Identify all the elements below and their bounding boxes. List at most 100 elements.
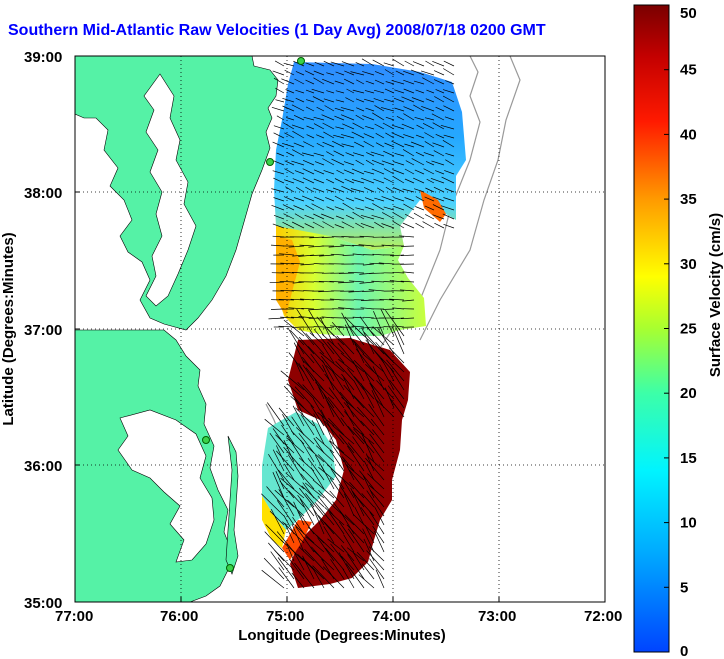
velocity-arrow bbox=[372, 429, 385, 445]
velocity-arrow bbox=[268, 454, 285, 481]
velocity-arrow bbox=[425, 60, 435, 67]
velocity-arrow bbox=[442, 213, 455, 220]
velocity-arrow bbox=[264, 531, 285, 553]
velocity-arrow bbox=[295, 526, 315, 553]
velocity-arrow bbox=[374, 89, 385, 94]
velocity-arrow bbox=[383, 281, 395, 283]
velocity-arrow bbox=[284, 132, 295, 139]
velocity-arrow bbox=[359, 470, 375, 490]
velocity-arrow bbox=[323, 170, 335, 175]
velocity-arrow bbox=[327, 341, 345, 364]
velocity-arrow bbox=[313, 398, 325, 418]
velocity-arrow bbox=[325, 547, 345, 571]
velocity-arrow bbox=[286, 435, 305, 463]
velocity-arrow bbox=[424, 196, 435, 202]
velocity-arrow bbox=[298, 316, 315, 319]
velocity-arrow bbox=[345, 563, 365, 589]
velocity-arrow bbox=[380, 349, 405, 373]
velocity-arrow bbox=[269, 281, 285, 284]
velocity-arrow bbox=[365, 80, 375, 85]
velocity-arrow bbox=[304, 214, 315, 220]
velocity-arrow bbox=[369, 558, 385, 580]
colorbar-tick-label: 30 bbox=[680, 256, 697, 273]
velocity-arrow bbox=[293, 205, 305, 211]
velocity-arrow bbox=[296, 187, 305, 193]
x-tick-label: 74:00 bbox=[372, 608, 410, 625]
velocity-arrow bbox=[293, 114, 305, 121]
velocity-arrow bbox=[306, 134, 315, 139]
velocity-arrow bbox=[286, 383, 305, 400]
velocity-arrow bbox=[342, 568, 355, 589]
velocity-arrow bbox=[334, 206, 345, 211]
velocity-arrow bbox=[326, 189, 335, 193]
velocity-arrow bbox=[413, 177, 425, 184]
colorbar-label: Surface Velocity (cm/s) bbox=[707, 213, 724, 377]
velocity-arrow bbox=[279, 253, 295, 256]
velocity-arrow bbox=[443, 68, 455, 76]
velocity-arrow bbox=[312, 506, 325, 535]
velocity-arrow bbox=[385, 186, 395, 193]
velocity-arrow bbox=[286, 151, 295, 157]
velocity-arrow bbox=[369, 511, 385, 535]
velocity-arrow bbox=[305, 79, 315, 85]
velocity-arrow bbox=[292, 281, 305, 284]
velocity-arrow bbox=[304, 70, 315, 76]
velocity-arrow bbox=[394, 89, 405, 94]
station-marker bbox=[266, 158, 274, 166]
velocity-arrow bbox=[337, 342, 355, 364]
velocity-arrow bbox=[432, 60, 445, 67]
velocity-arrow bbox=[282, 97, 295, 103]
velocity-arrow bbox=[404, 168, 415, 175]
velocity-arrow bbox=[362, 71, 375, 76]
velocity-arrow bbox=[306, 125, 315, 130]
velocity-arrow bbox=[359, 235, 375, 238]
velocity-arrow bbox=[318, 386, 335, 409]
velocity-arrow bbox=[344, 411, 365, 436]
velocity-arrow bbox=[396, 115, 405, 121]
velocity-arrow bbox=[381, 196, 395, 202]
velocity-arrow bbox=[305, 186, 315, 193]
velocity-arrow bbox=[300, 473, 315, 490]
velocity-arrow bbox=[404, 213, 415, 220]
velocity-arrow bbox=[363, 187, 375, 193]
velocity-arrow bbox=[341, 134, 355, 139]
velocity-arrow bbox=[402, 149, 415, 157]
velocity-arrow bbox=[312, 565, 335, 589]
velocity-arrow bbox=[349, 481, 365, 499]
velocity-arrow bbox=[400, 254, 415, 257]
velocity-arrow bbox=[355, 207, 365, 211]
velocity-arrow bbox=[322, 566, 345, 589]
velocity-arrow bbox=[392, 169, 405, 175]
velocity-arrow bbox=[321, 236, 335, 238]
velocity-arrow bbox=[355, 62, 365, 67]
velocity-arrow bbox=[288, 307, 305, 310]
velocity-arrow bbox=[400, 317, 415, 320]
colorbar-tick-label: 50 bbox=[680, 5, 697, 22]
velocity-arrow bbox=[341, 221, 355, 229]
velocity-arrow bbox=[391, 317, 405, 320]
velocity-arrow bbox=[443, 60, 455, 67]
velocity-arrow bbox=[307, 346, 325, 364]
colorbar-tick-label: 25 bbox=[680, 321, 697, 338]
velocity-arrow bbox=[393, 271, 405, 274]
x-tick-label: 75:00 bbox=[266, 608, 304, 625]
velocity-arrow bbox=[280, 370, 305, 391]
velocity-arrow bbox=[277, 557, 295, 580]
velocity-arrow bbox=[291, 124, 305, 130]
velocity-arrow bbox=[426, 89, 435, 94]
velocity-arrow bbox=[391, 80, 405, 85]
velocity-arrow bbox=[424, 141, 435, 148]
velocity-arrow bbox=[371, 214, 385, 220]
velocity-arrow bbox=[302, 159, 315, 166]
velocity-arrow bbox=[334, 107, 345, 112]
velocity-arrow bbox=[389, 298, 405, 301]
velocity-arrow bbox=[332, 187, 345, 193]
velocity-arrow bbox=[349, 469, 365, 490]
colorbar-tick-label: 45 bbox=[680, 62, 697, 79]
velocity-arrow bbox=[329, 449, 345, 472]
velocity-arrow bbox=[344, 70, 355, 76]
velocity-arrow bbox=[323, 393, 335, 418]
velocity-arrow bbox=[332, 140, 345, 148]
velocity-arrow bbox=[273, 197, 285, 202]
velocity-arrow bbox=[322, 122, 335, 130]
